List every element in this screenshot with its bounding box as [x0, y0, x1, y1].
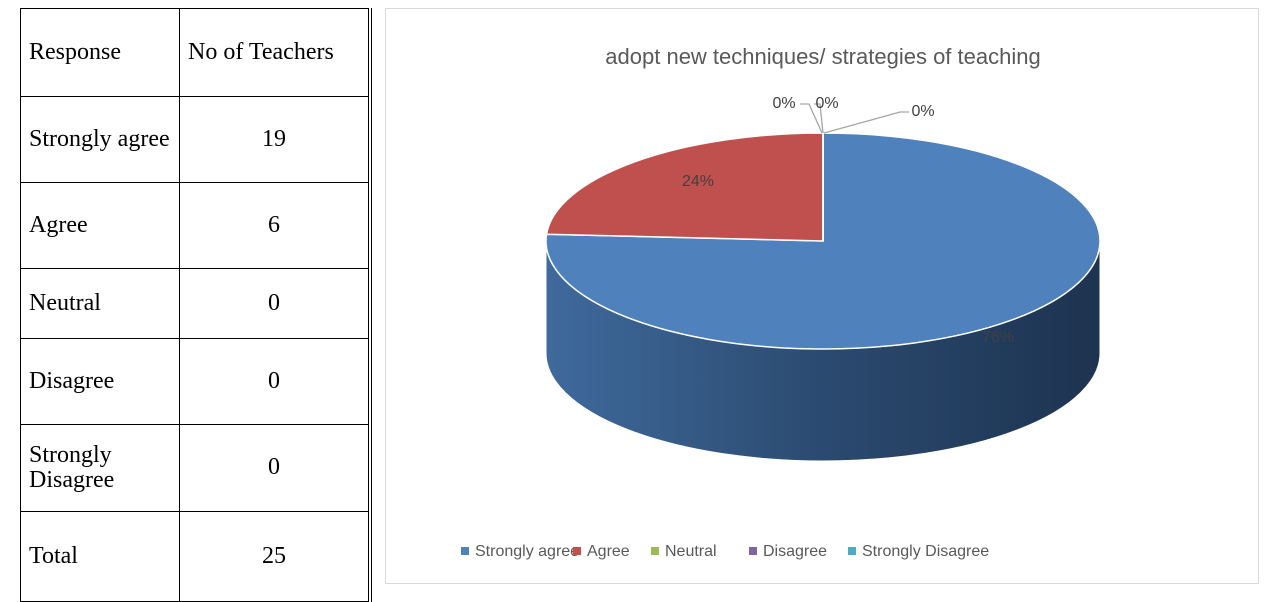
- legend-label: Neutral: [665, 543, 717, 560]
- table-cell: Strongly Disagree: [20, 424, 180, 512]
- table-cell: 0: [179, 268, 372, 339]
- table-cell: Response: [20, 8, 180, 97]
- legend-label: Disagree: [763, 543, 827, 560]
- data-label: 76%: [982, 329, 1014, 346]
- leader-line: [814, 103, 824, 134]
- table-cell: Strongly agree: [20, 96, 180, 183]
- table-cell: Neutral: [20, 268, 180, 339]
- legend-marker: [461, 547, 469, 555]
- table-cell: No of Teachers: [179, 8, 372, 97]
- table-row: Agree 6: [20, 182, 372, 269]
- leader-line: [800, 103, 823, 134]
- legend-marker: [848, 547, 856, 555]
- table-cell: 0: [179, 338, 372, 425]
- pie-slice: [545, 132, 824, 242]
- table-row: Total 25: [20, 511, 372, 602]
- legend-label: Strongly agree: [475, 543, 579, 560]
- legend-marker: [749, 547, 757, 555]
- table-row: Disagree 0: [20, 338, 372, 425]
- table-cell: 25: [179, 511, 372, 602]
- legend-label: Strongly Disagree: [862, 543, 989, 560]
- data-label: 0%: [772, 95, 795, 112]
- table-cell: 6: [179, 182, 372, 269]
- table-row: Strongly Disagree 0: [20, 424, 372, 512]
- response-table: Response No of Teachers Strongly agree 19 Ag…: [20, 8, 372, 602]
- data-label: 0%: [815, 95, 838, 112]
- leader-line: [823, 111, 909, 134]
- legend-label: Agree: [587, 543, 630, 560]
- chart: adopt new techniques/ strategies of teac…: [461, 44, 1101, 560]
- data-label: 24%: [682, 173, 714, 190]
- table-cell: 19: [179, 96, 372, 183]
- table-cell: Total: [20, 511, 180, 602]
- chart-title: adopt new techniques/ strategies of teac…: [605, 44, 1040, 69]
- chart-box: adopt new techniques/ strategies of teac…: [385, 8, 1259, 584]
- data-label: 0%: [911, 103, 934, 120]
- pie-slice: [545, 132, 1101, 350]
- table-row: Response No of Teachers: [20, 8, 372, 97]
- table-cell: 0: [179, 424, 372, 512]
- table-cell: Agree: [20, 182, 180, 269]
- legend-marker: [651, 547, 659, 555]
- table-row: Strongly agree 19: [20, 96, 372, 183]
- legend-marker: [573, 547, 581, 555]
- table-cell: Disagree: [20, 338, 180, 425]
- table-row: Neutral 0: [20, 268, 372, 339]
